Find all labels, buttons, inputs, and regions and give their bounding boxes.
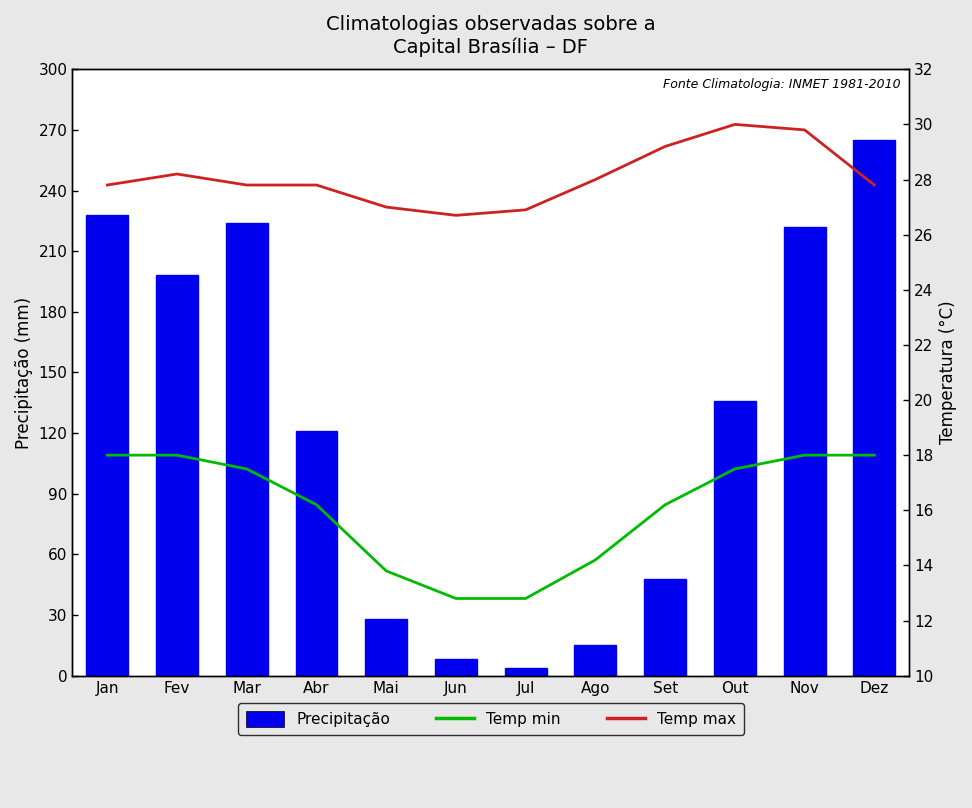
Bar: [226, 223, 267, 675]
Bar: [853, 140, 895, 675]
Bar: [714, 401, 756, 675]
Bar: [365, 619, 407, 675]
Bar: [295, 431, 337, 675]
Bar: [156, 276, 198, 675]
Bar: [783, 227, 825, 675]
Bar: [504, 667, 546, 675]
Text: Fonte Climatologia: INMET 1981-2010: Fonte Climatologia: INMET 1981-2010: [663, 78, 901, 91]
Bar: [435, 659, 477, 675]
Legend: Precipitação, Temp min, Temp max: Precipitação, Temp min, Temp max: [238, 704, 744, 734]
Y-axis label: Precipitação (mm): Precipitação (mm): [15, 297, 33, 448]
Y-axis label: Temperatura (°C): Temperatura (°C): [939, 301, 957, 444]
Title: Climatologias observadas sobre a
Capital Brasília – DF: Climatologias observadas sobre a Capital…: [326, 15, 656, 57]
Bar: [574, 646, 616, 675]
Bar: [87, 215, 128, 675]
Bar: [644, 579, 686, 675]
